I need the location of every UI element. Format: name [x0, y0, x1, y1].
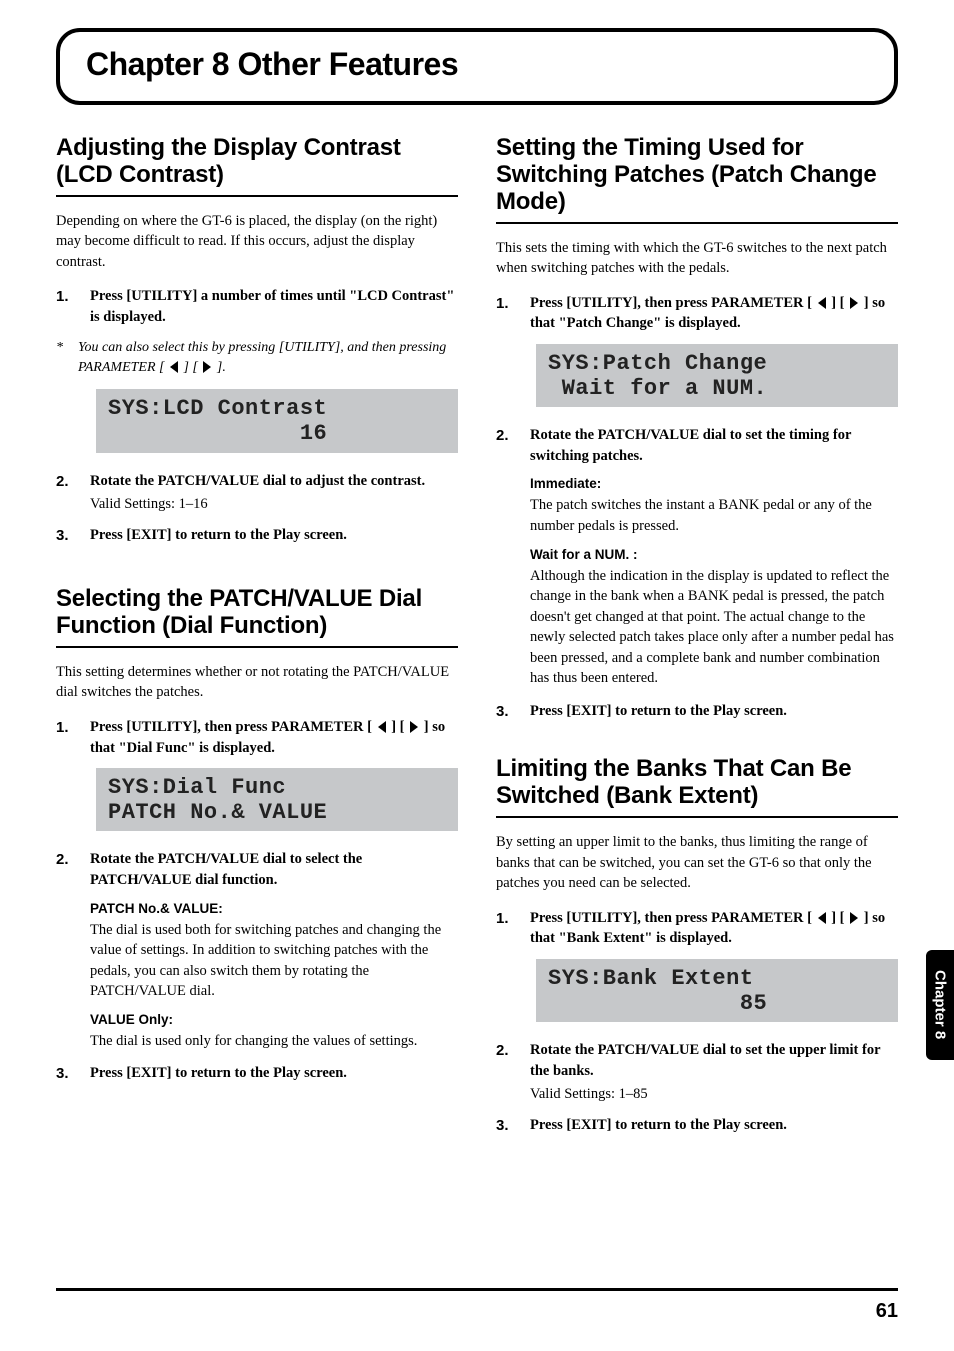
option-body: The patch switches the instant a BANK pe…: [530, 495, 898, 536]
heading-dial-function: Selecting the PATCH/VALUE Dial Function …: [56, 586, 458, 648]
note-text-a: You can also select this by pressing [UT…: [78, 340, 446, 375]
right-triangle-icon: [848, 295, 860, 309]
step-text: Press [EXIT] to return to the Play scree…: [530, 703, 787, 719]
option-title: Immediate:: [530, 476, 898, 491]
note-lcd: * You can also select this by pressing […: [56, 338, 458, 378]
note-text-c: ].: [217, 360, 226, 375]
intro-lcd-contrast: Depending on where the GT-6 is placed, t…: [56, 211, 458, 273]
note-text-b: ] [: [183, 360, 197, 375]
page-number: 61: [876, 1300, 898, 1323]
intro-bank-extent: By setting an upper limit to the banks, …: [496, 832, 898, 894]
right-triangle-icon: [408, 719, 420, 733]
lcd-dial-func-display: SYS:Dial Func PATCH No.& VALUE: [96, 768, 458, 831]
chapter-side-tab: Chapter 8: [926, 950, 954, 1060]
step-number: 1.: [56, 717, 86, 738]
step-number: 1.: [496, 908, 526, 929]
step-text: Rotate the PATCH/VALUE dial to adjust th…: [90, 473, 425, 489]
right-column: Setting the Timing Used for Switching Pa…: [496, 135, 898, 1146]
option-title: PATCH No.& VALUE:: [90, 901, 458, 916]
lcd-contrast-display: SYS:LCD Contrast 16: [96, 389, 458, 452]
left-triangle-icon: [816, 910, 828, 924]
option-title: VALUE Only:: [90, 1012, 458, 1027]
step-text: Press [UTILITY] a number of times until …: [90, 288, 454, 325]
option-title: Wait for a NUM. :: [530, 547, 898, 562]
lcd-bank-extent-display: SYS:Bank Extent 85: [536, 959, 898, 1022]
heading-lcd-contrast: Adjusting the Display Contrast (LCD Cont…: [56, 135, 458, 197]
option-body: The dial is used only for changing the v…: [90, 1031, 458, 1052]
left-triangle-icon: [168, 359, 180, 373]
step-text: Press [UTILITY], then press PARAMETER [ …: [530, 295, 885, 332]
left-triangle-icon: [376, 719, 388, 733]
left-column: Adjusting the Display Contrast (LCD Cont…: [56, 135, 458, 1146]
step-number: 3.: [56, 1063, 86, 1084]
step-text: Rotate the PATCH/VALUE dial to set the u…: [530, 1042, 880, 1079]
step-number: 1.: [496, 293, 526, 314]
right-triangle-icon: [848, 910, 860, 924]
step-text: Rotate the PATCH/VALUE dial to set the t…: [530, 427, 851, 464]
left-triangle-icon: [816, 295, 828, 309]
right-triangle-icon: [201, 359, 213, 373]
lcd-patch-change-display: SYS:Patch Change Wait for a NUM.: [536, 344, 898, 407]
heading-patch-change: Setting the Timing Used for Switching Pa…: [496, 135, 898, 224]
step-number: 2.: [56, 471, 86, 492]
step-number: 3.: [496, 1115, 526, 1136]
option-body: The dial is used both for switching patc…: [90, 920, 458, 1002]
step-text: Press [UTILITY], then press PARAMETER [ …: [90, 719, 445, 756]
option-body: Although the indication in the display i…: [530, 566, 898, 689]
step-sub: Valid Settings: 1–85: [530, 1084, 898, 1105]
step-number: 1.: [56, 286, 86, 307]
step-text: Press [EXIT] to return to the Play scree…: [90, 1065, 347, 1081]
step-number: 3.: [496, 701, 526, 722]
step-text: Press [EXIT] to return to the Play scree…: [530, 1117, 787, 1133]
step-number: 2.: [56, 849, 86, 870]
step-text: Press [EXIT] to return to the Play scree…: [90, 527, 347, 543]
heading-bank-extent: Limiting the Banks That Can Be Switched …: [496, 756, 898, 818]
chapter-title: Chapter 8 Other Features: [86, 46, 868, 83]
step-number: 3.: [56, 525, 86, 546]
step-number: 2.: [496, 425, 526, 446]
step-text: Press [UTILITY], then press PARAMETER [ …: [530, 910, 885, 947]
footer-rule: [56, 1288, 898, 1291]
chapter-title-box: Chapter 8 Other Features: [56, 28, 898, 105]
intro-dial-function: This setting determines whether or not r…: [56, 662, 458, 703]
intro-patch-change: This sets the timing with which the GT-6…: [496, 238, 898, 279]
step-sub: Valid Settings: 1–16: [90, 494, 458, 515]
step-text: Rotate the PATCH/VALUE dial to select th…: [90, 851, 362, 888]
step-number: 2.: [496, 1040, 526, 1061]
